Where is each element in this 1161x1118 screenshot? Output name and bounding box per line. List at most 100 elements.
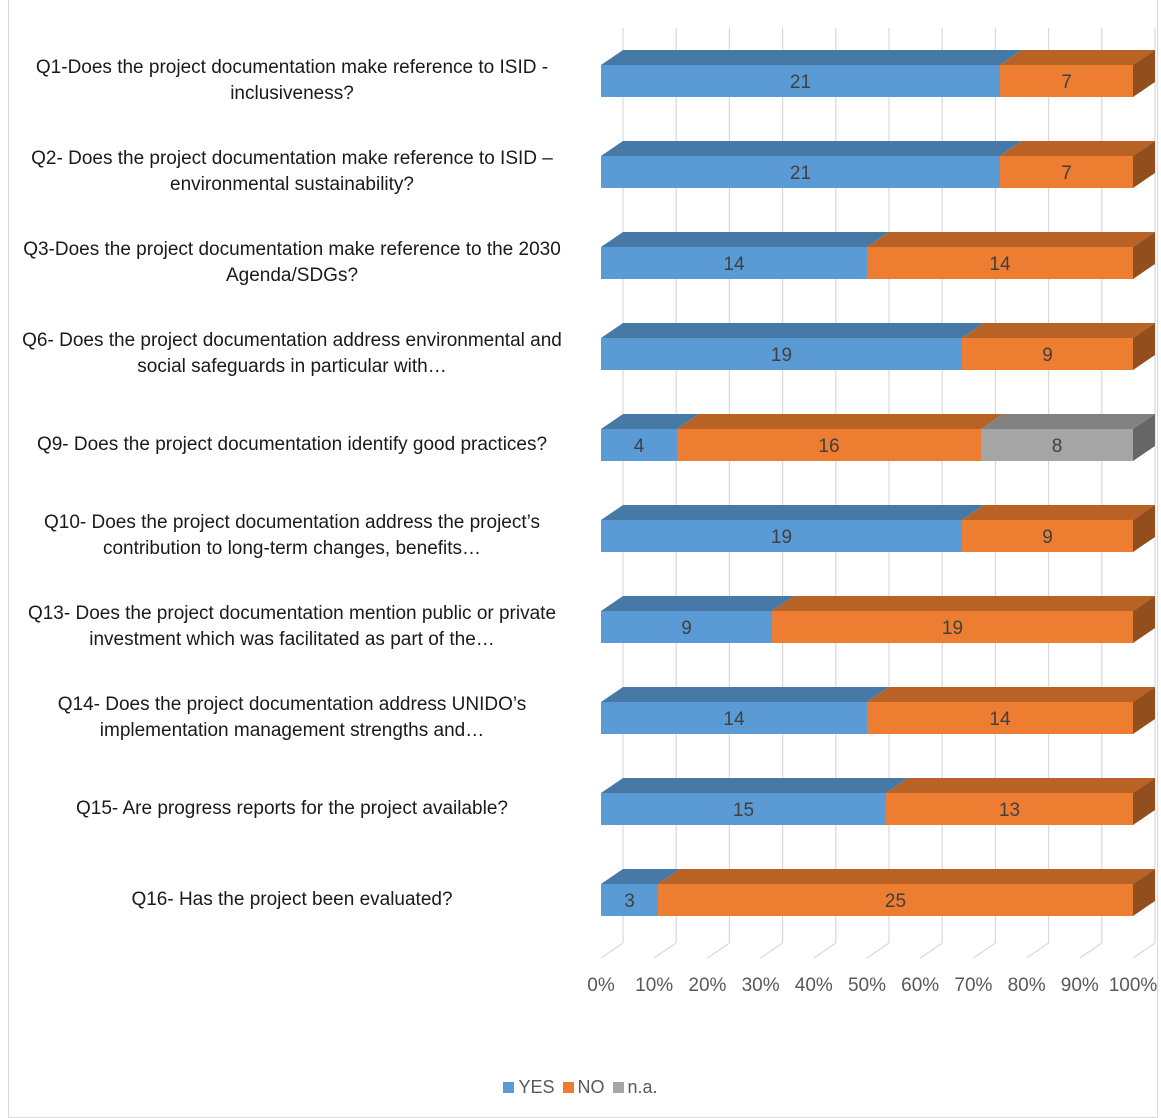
data-label: 8 <box>1052 436 1063 457</box>
bar-YES <box>601 429 677 461</box>
data-label: 14 <box>989 254 1011 275</box>
bar-top-NO <box>867 232 1155 247</box>
bar-side-NO <box>1133 869 1155 916</box>
bar-YES <box>601 247 867 279</box>
bar-top-YES <box>601 869 680 884</box>
data-label: 21 <box>790 163 811 184</box>
category-label: Q1-Does the project documentation make r… <box>35 57 549 104</box>
bar-NO <box>658 884 1133 916</box>
category-label: Q14- Does the project documentation addr… <box>57 694 527 741</box>
bar-YES <box>601 338 962 370</box>
bar-top-YES <box>601 141 1022 156</box>
data-label: 9 <box>681 618 692 639</box>
data-label: 9 <box>1042 527 1053 548</box>
gridline-floor <box>600 942 624 959</box>
data-label: 9 <box>1042 345 1053 366</box>
bar-side-NO <box>1133 778 1155 825</box>
bar-NO <box>1000 156 1133 188</box>
bar-NO <box>772 611 1133 643</box>
x-tick-label: 70% <box>954 975 992 996</box>
bar-top-NO <box>677 414 1003 429</box>
bar-top-NO <box>962 505 1155 520</box>
data-label: 7 <box>1061 72 1072 93</box>
legend-item: YES <box>503 1077 555 1098</box>
data-label: 14 <box>723 254 745 275</box>
legend: YES NO n.a. <box>0 1077 1161 1098</box>
bar-side-n.a. <box>1133 414 1155 461</box>
x-tick-label: 10% <box>635 975 673 996</box>
legend-swatch <box>562 1082 574 1093</box>
bar-side-NO <box>1133 505 1155 552</box>
category-label: Q15- Are progress reports for the projec… <box>76 798 508 819</box>
gridline-floor <box>707 942 730 959</box>
x-tick-label: 90% <box>1061 975 1099 996</box>
legend-label: YES <box>518 1077 555 1097</box>
gridline-floor <box>1079 942 1103 959</box>
bar-n.a. <box>981 429 1133 461</box>
category-label: Q16- Has the project been evaluated? <box>131 889 453 910</box>
gridline-floor <box>1132 942 1156 959</box>
category-label: Q3-Does the project documentation make r… <box>23 239 561 286</box>
x-tick-label: 60% <box>901 975 939 996</box>
gridline-floor <box>813 942 837 959</box>
x-tick-label: 100% <box>1109 975 1158 996</box>
bar-top-YES <box>601 50 1022 65</box>
bar-NO <box>867 247 1133 279</box>
data-label: 19 <box>942 618 963 639</box>
bar-top-YES <box>601 778 908 793</box>
bar-side-NO <box>1133 232 1155 279</box>
legend-item: n.a. <box>612 1077 658 1098</box>
legend-item: NO <box>562 1077 605 1098</box>
bar-top-NO <box>1000 50 1155 65</box>
data-label: 7 <box>1061 163 1072 184</box>
bar-top-NO <box>658 869 1155 884</box>
data-label: 19 <box>771 345 792 366</box>
data-label: 19 <box>771 527 792 548</box>
data-label: 13 <box>999 800 1020 821</box>
x-tick-label: 30% <box>742 975 780 996</box>
bar-NO <box>867 702 1133 734</box>
bar-side-NO <box>1133 50 1155 97</box>
bar-top-NO <box>962 323 1155 338</box>
x-tick-label: 0% <box>587 975 615 996</box>
legend-label: NO <box>577 1077 605 1097</box>
bar-top-YES <box>601 414 699 429</box>
x-tick-label: 20% <box>688 975 726 996</box>
bar-YES <box>601 793 886 825</box>
bar-side-NO <box>1133 687 1155 734</box>
bar-YES <box>601 702 867 734</box>
legend-label: n.a. <box>627 1077 658 1097</box>
data-label: 15 <box>733 800 754 821</box>
gridline-floor <box>760 942 783 959</box>
bar-NO <box>677 429 981 461</box>
bar-YES <box>601 65 1000 97</box>
data-label: 3 <box>624 891 635 912</box>
data-label: 4 <box>634 436 645 457</box>
bar-side-NO <box>1133 596 1155 643</box>
bar-top-YES <box>601 232 889 247</box>
bar-NO <box>962 520 1133 552</box>
gridline-floor <box>919 942 943 959</box>
bar-top-YES <box>601 596 794 611</box>
category-label: Q9- Does the project documentation ident… <box>36 434 548 455</box>
bar-YES <box>601 884 658 916</box>
data-label: 14 <box>723 709 745 730</box>
bar-YES <box>601 611 772 643</box>
category-label: Q6- Does the project documentation addre… <box>22 330 562 377</box>
bar-YES <box>601 156 1000 188</box>
x-tick-label: 80% <box>1008 975 1046 996</box>
bar-top-YES <box>601 687 889 702</box>
bar-top-NO <box>1000 141 1155 156</box>
data-label: 14 <box>989 709 1011 730</box>
bar-top-YES <box>601 323 984 338</box>
legend-swatch <box>503 1082 515 1093</box>
legend-swatch <box>612 1082 624 1093</box>
gridline-floor <box>973 942 996 959</box>
bar-side-NO <box>1133 141 1155 188</box>
gridline-floor <box>866 942 890 959</box>
x-tick-label: 50% <box>848 975 886 996</box>
bar-top-n.a. <box>981 414 1155 429</box>
bar-NO <box>1000 65 1133 97</box>
bar-top-YES <box>601 505 984 520</box>
